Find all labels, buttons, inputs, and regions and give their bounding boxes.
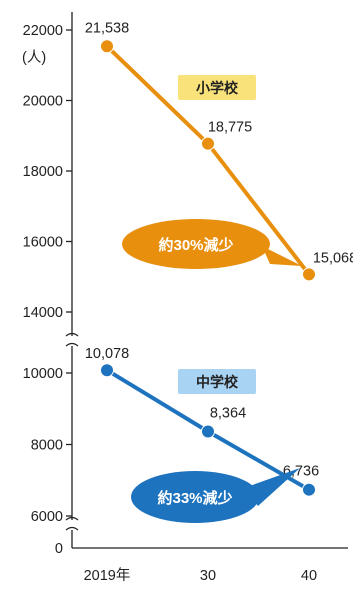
y-tick-label-elementary-0: 22000 — [23, 23, 63, 39]
data-label-elementary-2: 15,068 — [313, 250, 353, 266]
svg-text:約30%減少: 約30%減少 — [158, 236, 233, 254]
data-point-elementary-0 — [100, 39, 114, 54]
x-tick-label-30: 30 — [200, 568, 216, 584]
axis-break-mark-top — [65, 332, 79, 337]
data-point-junior-high-2 — [302, 482, 316, 497]
y-tick-label-zero: 0 — [55, 541, 63, 557]
y-tick-label-elementary-3: 16000 — [23, 235, 63, 251]
x-tick-label-2019: 2019年 — [84, 567, 131, 584]
y-tick-label-junior-high-2: 6000 — [31, 509, 63, 525]
annotation-bubble-elementary: 約30%減少 — [122, 219, 302, 269]
axis-break-mark-lower-bottom — [65, 526, 79, 531]
data-label-junior-high-1: 8,364 — [210, 405, 246, 421]
data-label-junior-high-0: 10,078 — [85, 346, 129, 362]
y-tick-label-elementary-2: 18000 — [23, 164, 63, 180]
data-point-elementary-1 — [201, 136, 215, 151]
axis-break-mark-bottom — [65, 342, 79, 347]
y-tick-label-elementary-1: 20000 — [23, 94, 63, 110]
data-label-elementary-0: 21,538 — [85, 20, 129, 36]
y-tick-label-elementary-4: 14000 — [23, 305, 63, 321]
axis-break-mark-lower-top — [65, 516, 79, 521]
y-tick-label-junior-high-1: 8000 — [31, 438, 63, 454]
series-label-junior-high: 中学校 — [178, 369, 256, 394]
svg-text:小学校: 小学校 — [196, 80, 239, 96]
data-label-junior-high-2: 6,736 — [283, 464, 319, 480]
x-tick-label-40: 40 — [301, 568, 317, 584]
svg-text:中学校: 中学校 — [196, 374, 239, 390]
series-elementary: 22000 20000 18000 16000 14000 21,538 18,775 15,… — [23, 20, 353, 321]
series-junior-high: 10000 8000 6000 10,078 8,364 6,736 — [23, 346, 319, 525]
svg-text:約33%減少: 約33%減少 — [157, 489, 232, 507]
series-label-elementary: 小学校 — [178, 75, 256, 100]
y-tick-label-junior-high-0: 10000 — [23, 366, 63, 382]
data-point-elementary-2 — [302, 267, 316, 282]
axis-break-gap — [64, 336, 80, 346]
data-point-junior-high-0 — [100, 363, 114, 378]
data-label-elementary-1: 18,775 — [208, 120, 252, 136]
data-point-junior-high-1 — [201, 424, 215, 439]
y-unit-label: (人) — [22, 49, 46, 66]
annotation-bubble-junior-high: 約33%減少 — [131, 468, 300, 523]
axis-break-gap-lower — [64, 520, 80, 530]
